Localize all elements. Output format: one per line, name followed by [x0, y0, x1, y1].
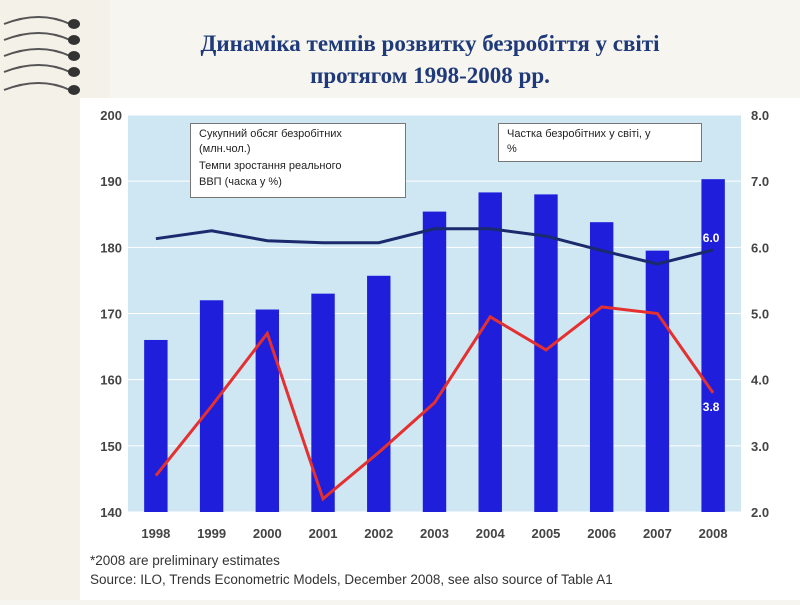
bar-2000 [255, 309, 280, 512]
data-labels: 6.0 3.8 [703, 231, 720, 414]
bar-2001 [311, 293, 335, 512]
share-line [155, 227, 714, 266]
left-tick-170: 170 [100, 307, 122, 322]
right-axis-ticks: 2.0 3.0 4.0 5.0 6.0 7.0 8.0 [751, 108, 769, 520]
bar-2004 [478, 192, 502, 513]
right-tick-3.0: 3.0 [751, 439, 769, 454]
legend-gdp-label-line1: Темпи зростання реального [199, 160, 342, 172]
legend-left: Сукупний обсяг безробітних (млн.чол.) Те… [190, 123, 406, 198]
legend-share-label-line2: % [507, 143, 517, 155]
x-tick-2002: 2002 [364, 526, 393, 541]
left-tick-200: 200 [100, 108, 122, 123]
x-tick-2000: 2000 [253, 526, 282, 541]
gdp-line [154, 305, 715, 502]
legend-bars-label-line1: Сукупний обсяг безробітних [199, 128, 342, 140]
x-tick-2004: 2004 [476, 526, 506, 541]
legend-right: Частка безробітних у світі, у % [498, 123, 702, 162]
left-tick-180: 180 [100, 240, 122, 255]
left-tick-150: 150 [100, 439, 122, 454]
legend-bars-label-line2: (млн.чол.) [199, 143, 251, 155]
x-tick-2003: 2003 [420, 526, 449, 541]
x-axis-ticks: 1998 1999 2000 2001 2002 2003 2004 2005 2006 2007… [141, 526, 727, 541]
slide-title-line1: Динаміка темпів розвитку безробіття у св… [200, 31, 660, 56]
x-tick-2001: 2001 [309, 526, 338, 541]
bar-1998 [144, 339, 168, 512]
left-tick-140: 140 [100, 505, 122, 520]
right-tick-7.0: 7.0 [751, 174, 769, 189]
x-tick-2008: 2008 [699, 526, 728, 541]
right-tick-6.0: 6.0 [751, 240, 769, 255]
bars-group [144, 179, 725, 513]
legend-share-label-line1: Частка безробітних у світі, у [507, 128, 651, 140]
bar-2005 [534, 194, 558, 512]
left-tick-190: 190 [100, 174, 122, 189]
left-tick-160: 160 [100, 373, 122, 388]
x-tick-2005: 2005 [531, 526, 560, 541]
slide-title-line2: протягом 1998-2008 рр. [310, 63, 550, 88]
right-tick-2.0: 2.0 [751, 505, 769, 520]
bar-2002 [367, 275, 391, 512]
footnote-preliminary: *2008 are preliminary estimates [90, 553, 280, 568]
x-tick-2006: 2006 [587, 526, 616, 541]
gdp-data-label: 3.8 [703, 400, 720, 414]
x-tick-1998: 1998 [141, 526, 170, 541]
right-tick-4.0: 4.0 [751, 373, 769, 388]
bar-2008 [701, 179, 725, 512]
footnote-source: Source: ILO, Trends Econometric Models, … [90, 572, 613, 587]
legend-gdp-label-line2: ВВП (часка у %) [199, 176, 282, 188]
bar-2007 [645, 250, 670, 512]
right-tick-8.0: 8.0 [751, 108, 769, 123]
right-tick-5.0: 5.0 [751, 307, 769, 322]
bar-2006 [589, 222, 614, 512]
share-data-label: 6.0 [703, 231, 720, 245]
left-axis-ticks: 140 150 160 170 180 190 200 [100, 108, 122, 520]
x-tick-1999: 1999 [197, 526, 226, 541]
bar-2003 [422, 211, 447, 512]
x-tick-2007: 2007 [643, 526, 672, 541]
slide-title: Динаміка темпів розвитку безробіття у св… [120, 28, 740, 92]
